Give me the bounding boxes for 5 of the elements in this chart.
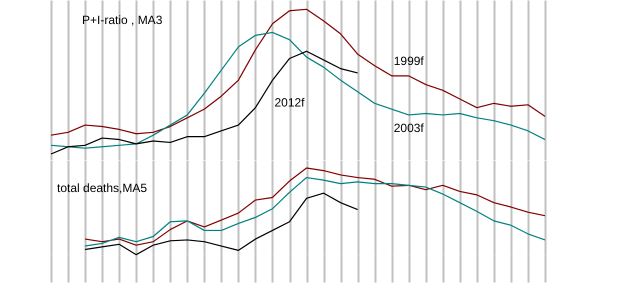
annotation: total deaths,MA5	[57, 181, 148, 195]
series-label: 2012f	[274, 96, 306, 110]
series-label: 2003f	[394, 120, 424, 135]
annotation: P+I-ratio , MA3	[82, 13, 163, 27]
series-label: 1999f	[394, 54, 424, 68]
